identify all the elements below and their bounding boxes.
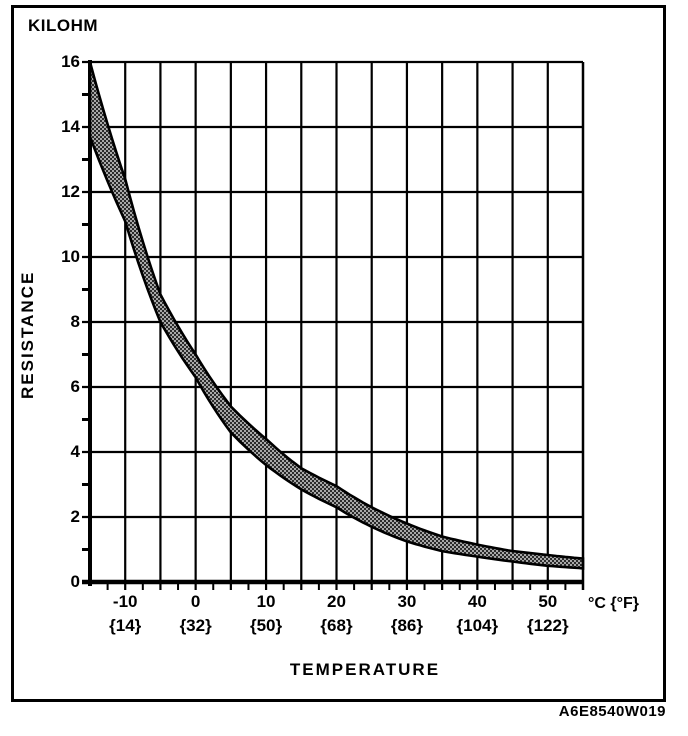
x-tick-label-fahrenheit: {68} <box>320 616 353 635</box>
x-tick-label-fahrenheit: {14} <box>109 616 142 635</box>
x-axis-title: TEMPERATURE <box>289 660 441 679</box>
y-tick-label: 8 <box>70 312 80 331</box>
x-tick-label-celsius: 0 <box>190 592 201 611</box>
figure-reference-code: A6E8540W019 <box>558 703 666 720</box>
y-tick-label: 14 <box>61 117 80 136</box>
y-tick-label: 12 <box>61 182 80 201</box>
x-tick-label-fahrenheit: {86} <box>390 616 423 635</box>
x-tick-label-celsius: 40 <box>467 592 487 611</box>
x-tick-label-fahrenheit: {32} <box>179 616 212 635</box>
y-tick-label: 6 <box>70 377 80 396</box>
y-tick-label: 0 <box>70 572 80 591</box>
x-tick-label-celsius: 10 <box>256 592 276 611</box>
x-tick-label-celsius: -10 <box>112 592 138 611</box>
x-tick-label-celsius: 30 <box>397 592 417 611</box>
y-tick-label: 16 <box>61 52 80 71</box>
x-tick-label-fahrenheit: {122} <box>526 616 569 635</box>
y-tick-label: 2 <box>70 507 80 526</box>
y-tick-label: 4 <box>70 442 80 461</box>
y-axis-title: RESISTANCE <box>18 270 37 400</box>
figure-frame <box>11 5 666 702</box>
x-tick-label-celsius: 20 <box>327 592 346 611</box>
x-axis-unit-label: °C {°F} <box>588 595 640 612</box>
y-tick-label: 10 <box>61 247 80 266</box>
x-tick-label-fahrenheit: {104} <box>456 616 499 635</box>
x-tick-label-fahrenheit: {50} <box>249 616 283 635</box>
x-tick-label-celsius: 50 <box>538 592 558 611</box>
y-axis-unit-label: KILOHM <box>28 16 99 35</box>
